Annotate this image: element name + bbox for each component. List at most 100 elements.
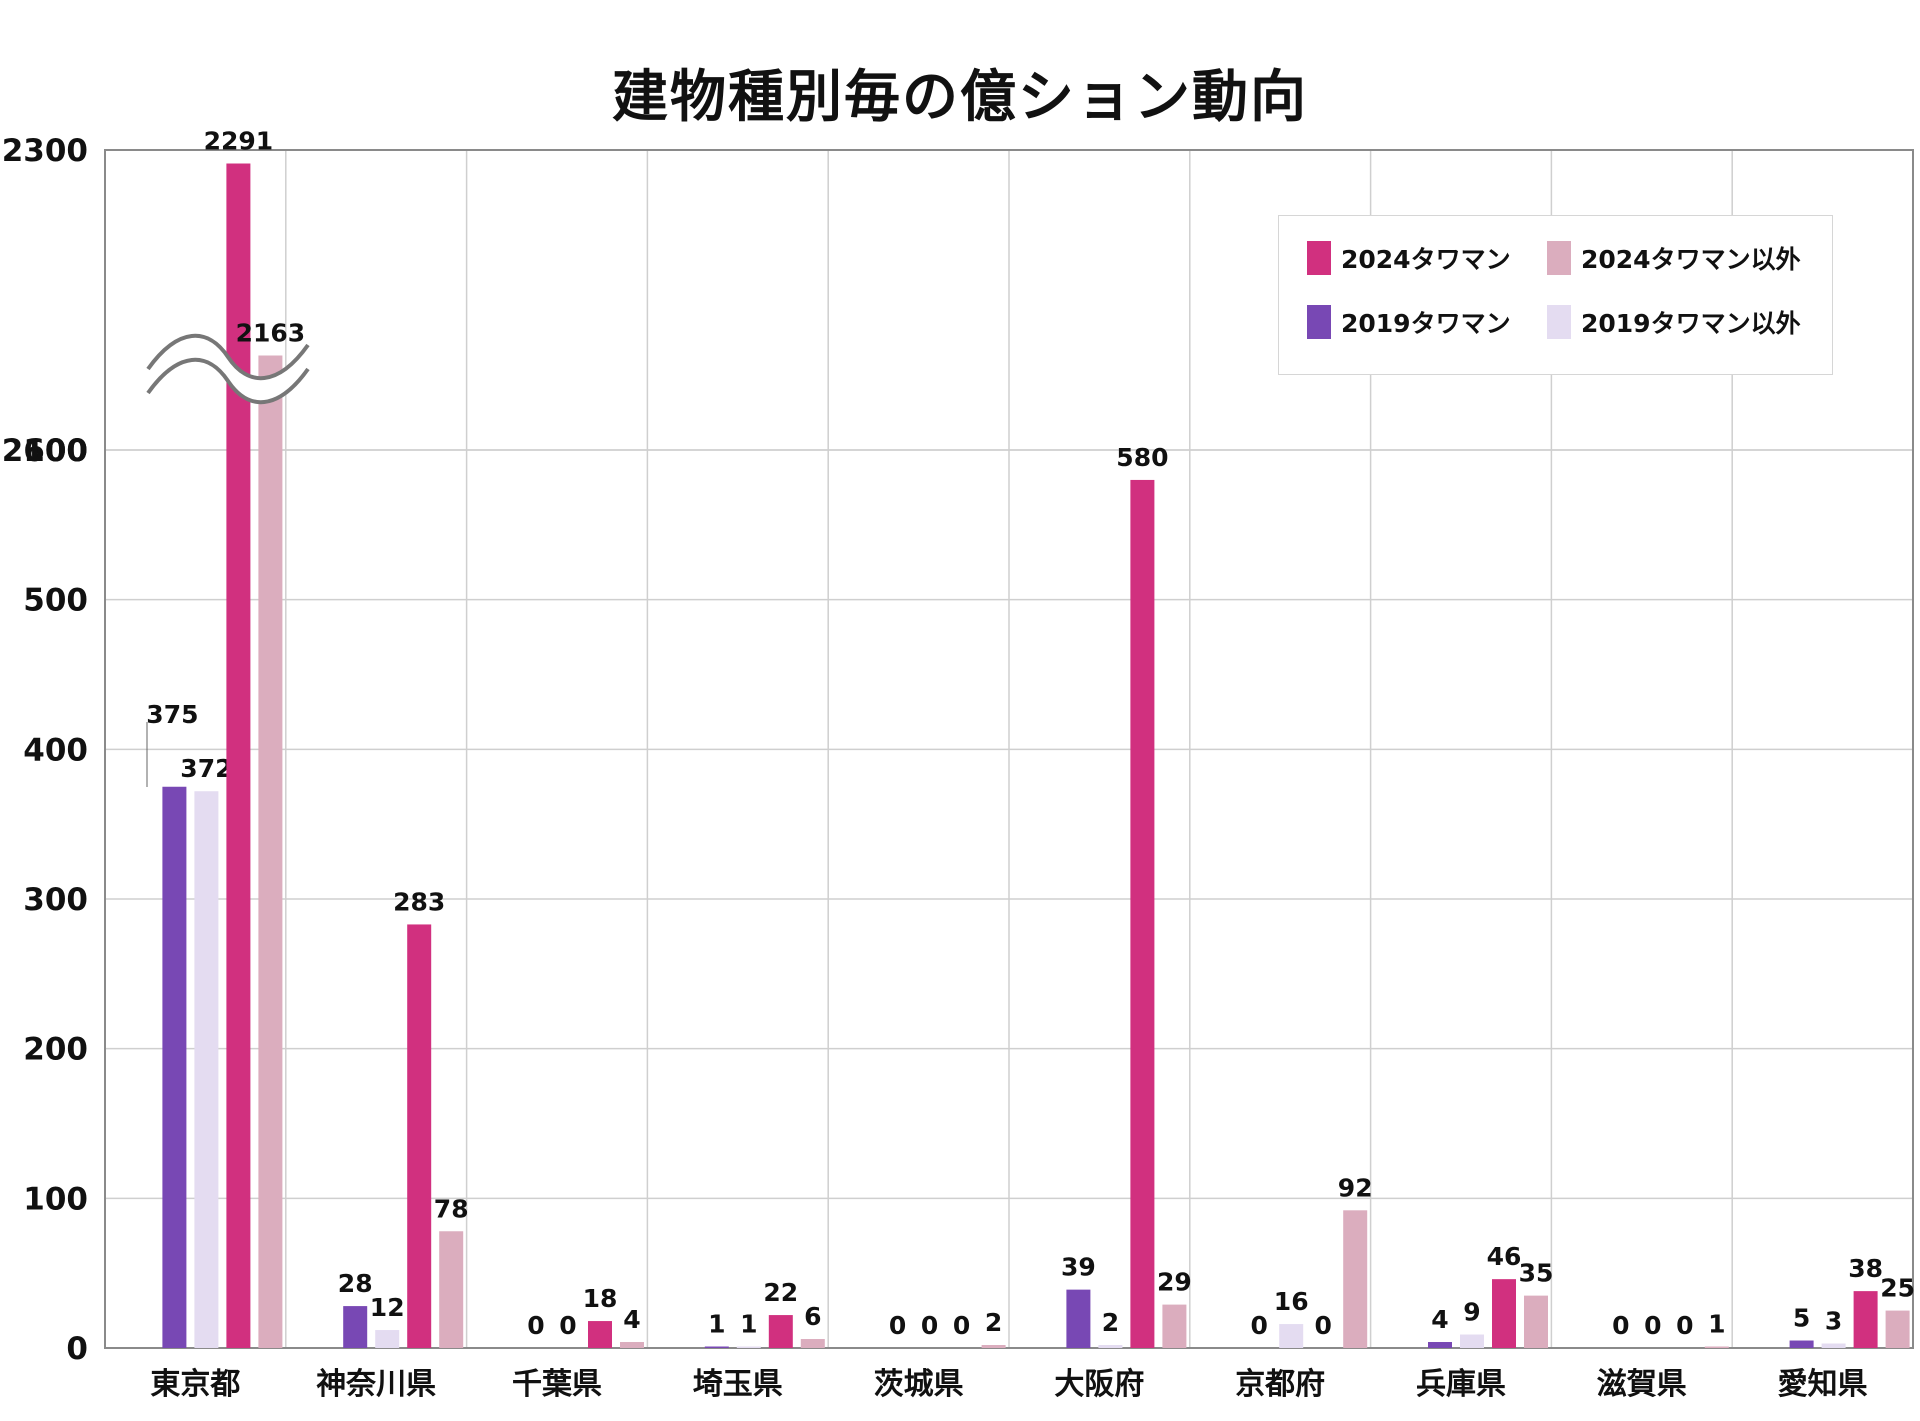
legend-item: 2019タワマン: [1307, 304, 1511, 340]
axis-break-line-upper: [146, 333, 310, 381]
data-label: 18: [583, 1284, 618, 1313]
data-label: 0: [1612, 1311, 1629, 1340]
data-label: 5: [1793, 1304, 1810, 1333]
data-label: 28: [338, 1269, 373, 1298]
data-label: 1: [708, 1310, 725, 1339]
data-label: 0: [527, 1311, 544, 1340]
legend-label: 2019タワマン以外: [1581, 309, 1801, 338]
bar: [1789, 1340, 1814, 1348]
x-tick-label: 茨城県: [874, 1367, 964, 1402]
data-label: 0: [1250, 1311, 1267, 1340]
data-label: 46: [1487, 1242, 1522, 1271]
bar: [620, 1342, 644, 1348]
bar: [343, 1306, 368, 1348]
bar: [1704, 1346, 1729, 1348]
data-label: 2291: [204, 127, 274, 156]
x-tick-label: 兵庫県: [1416, 1367, 1506, 1402]
data-label: 6: [804, 1302, 821, 1331]
data-label: 2163: [236, 319, 306, 348]
bar: [1492, 1279, 1516, 1348]
y-tick-label: 200: [23, 1032, 88, 1068]
y-tick-label: 2100: [2, 433, 88, 469]
axis-break-line-lower: [146, 357, 310, 405]
legend-label: 2019タワマン: [1341, 309, 1511, 338]
y-tick-label: 2300: [2, 133, 88, 169]
data-label: 9: [1463, 1298, 1480, 1327]
data-label: 580: [1116, 443, 1168, 472]
data-label: 0: [1644, 1311, 1661, 1340]
data-label: 4: [623, 1305, 640, 1334]
bar: [1130, 479, 1155, 1348]
data-label: 2: [1102, 1308, 1119, 1337]
bar: [1162, 1304, 1187, 1348]
x-tick-label: 神奈川県: [316, 1367, 436, 1402]
legend-label: 2024タワマン: [1341, 245, 1511, 274]
x-tick-label: 滋賀県: [1597, 1367, 1687, 1402]
data-label: 283: [393, 887, 445, 916]
data-label: 0: [921, 1311, 938, 1340]
bar: [768, 1315, 793, 1348]
data-label: 4: [1431, 1305, 1448, 1334]
data-label: 78: [434, 1194, 469, 1223]
bar: [1460, 1334, 1484, 1348]
data-label: 92: [1338, 1173, 1373, 1202]
data-label: 3: [1825, 1307, 1842, 1336]
data-label: 372: [180, 754, 232, 783]
data-label: 0: [953, 1311, 970, 1340]
x-tick-label: 京都府: [1235, 1367, 1325, 1402]
chart-title: 建物種別毎の億ション動向: [612, 65, 1308, 130]
bar: [439, 1231, 464, 1348]
x-tick-label: 東京都: [150, 1367, 240, 1402]
y-tick-label: 400: [23, 732, 88, 768]
data-label: 2: [985, 1308, 1002, 1337]
legend-swatch: [1547, 305, 1571, 339]
data-label: 16: [1274, 1287, 1309, 1316]
axis-break-mask: [148, 335, 308, 403]
data-label: 25: [1880, 1274, 1915, 1303]
bar: [736, 1346, 761, 1348]
x-tick-label: 埼玉県: [693, 1367, 783, 1402]
y-tick-label: 300: [23, 882, 88, 918]
data-label: 0: [1314, 1311, 1331, 1340]
bar: [1885, 1310, 1910, 1348]
data-label: 0: [1676, 1311, 1693, 1340]
data-label: 38: [1848, 1254, 1883, 1283]
bar: [1853, 1291, 1878, 1348]
bar: [162, 786, 187, 1348]
data-label: 35: [1519, 1259, 1554, 1288]
bar: [1343, 1210, 1368, 1348]
data-label: 0: [889, 1311, 906, 1340]
data-label: 1: [740, 1310, 757, 1339]
legend-swatch: [1547, 241, 1571, 275]
data-label: 0: [559, 1311, 576, 1340]
bar: [1821, 1343, 1846, 1348]
bar: [1279, 1324, 1304, 1348]
y-tick-label: 100: [23, 1181, 88, 1217]
x-tick-label: 千葉県: [512, 1367, 602, 1402]
data-label: 39: [1061, 1253, 1096, 1282]
legend-swatch: [1307, 241, 1331, 275]
legend-swatch: [1307, 305, 1331, 339]
bar: [194, 791, 219, 1348]
bar: [800, 1339, 825, 1348]
legend-item: 2019タワマン以外: [1547, 304, 1801, 340]
data-label: 22: [763, 1278, 798, 1307]
y-tick-label: 500: [23, 583, 88, 619]
bar: [1066, 1289, 1091, 1348]
legend-item: 2024タワマン以外: [1547, 240, 1801, 276]
data-label: 375: [146, 700, 198, 729]
bar: [704, 1346, 729, 1348]
bar: [258, 355, 283, 1348]
data-label: 1: [1708, 1310, 1725, 1339]
bar: [375, 1330, 400, 1348]
y-tick-label: 0: [66, 1331, 88, 1367]
data-label: 12: [370, 1293, 405, 1322]
data-label: 29: [1157, 1268, 1192, 1297]
y-tick-label: 600: [23, 433, 88, 469]
bar: [981, 1345, 1006, 1348]
bar: [1098, 1345, 1123, 1348]
bar: [1524, 1295, 1548, 1348]
legend-label: 2024タワマン以外: [1581, 245, 1801, 274]
bar: [407, 924, 432, 1348]
